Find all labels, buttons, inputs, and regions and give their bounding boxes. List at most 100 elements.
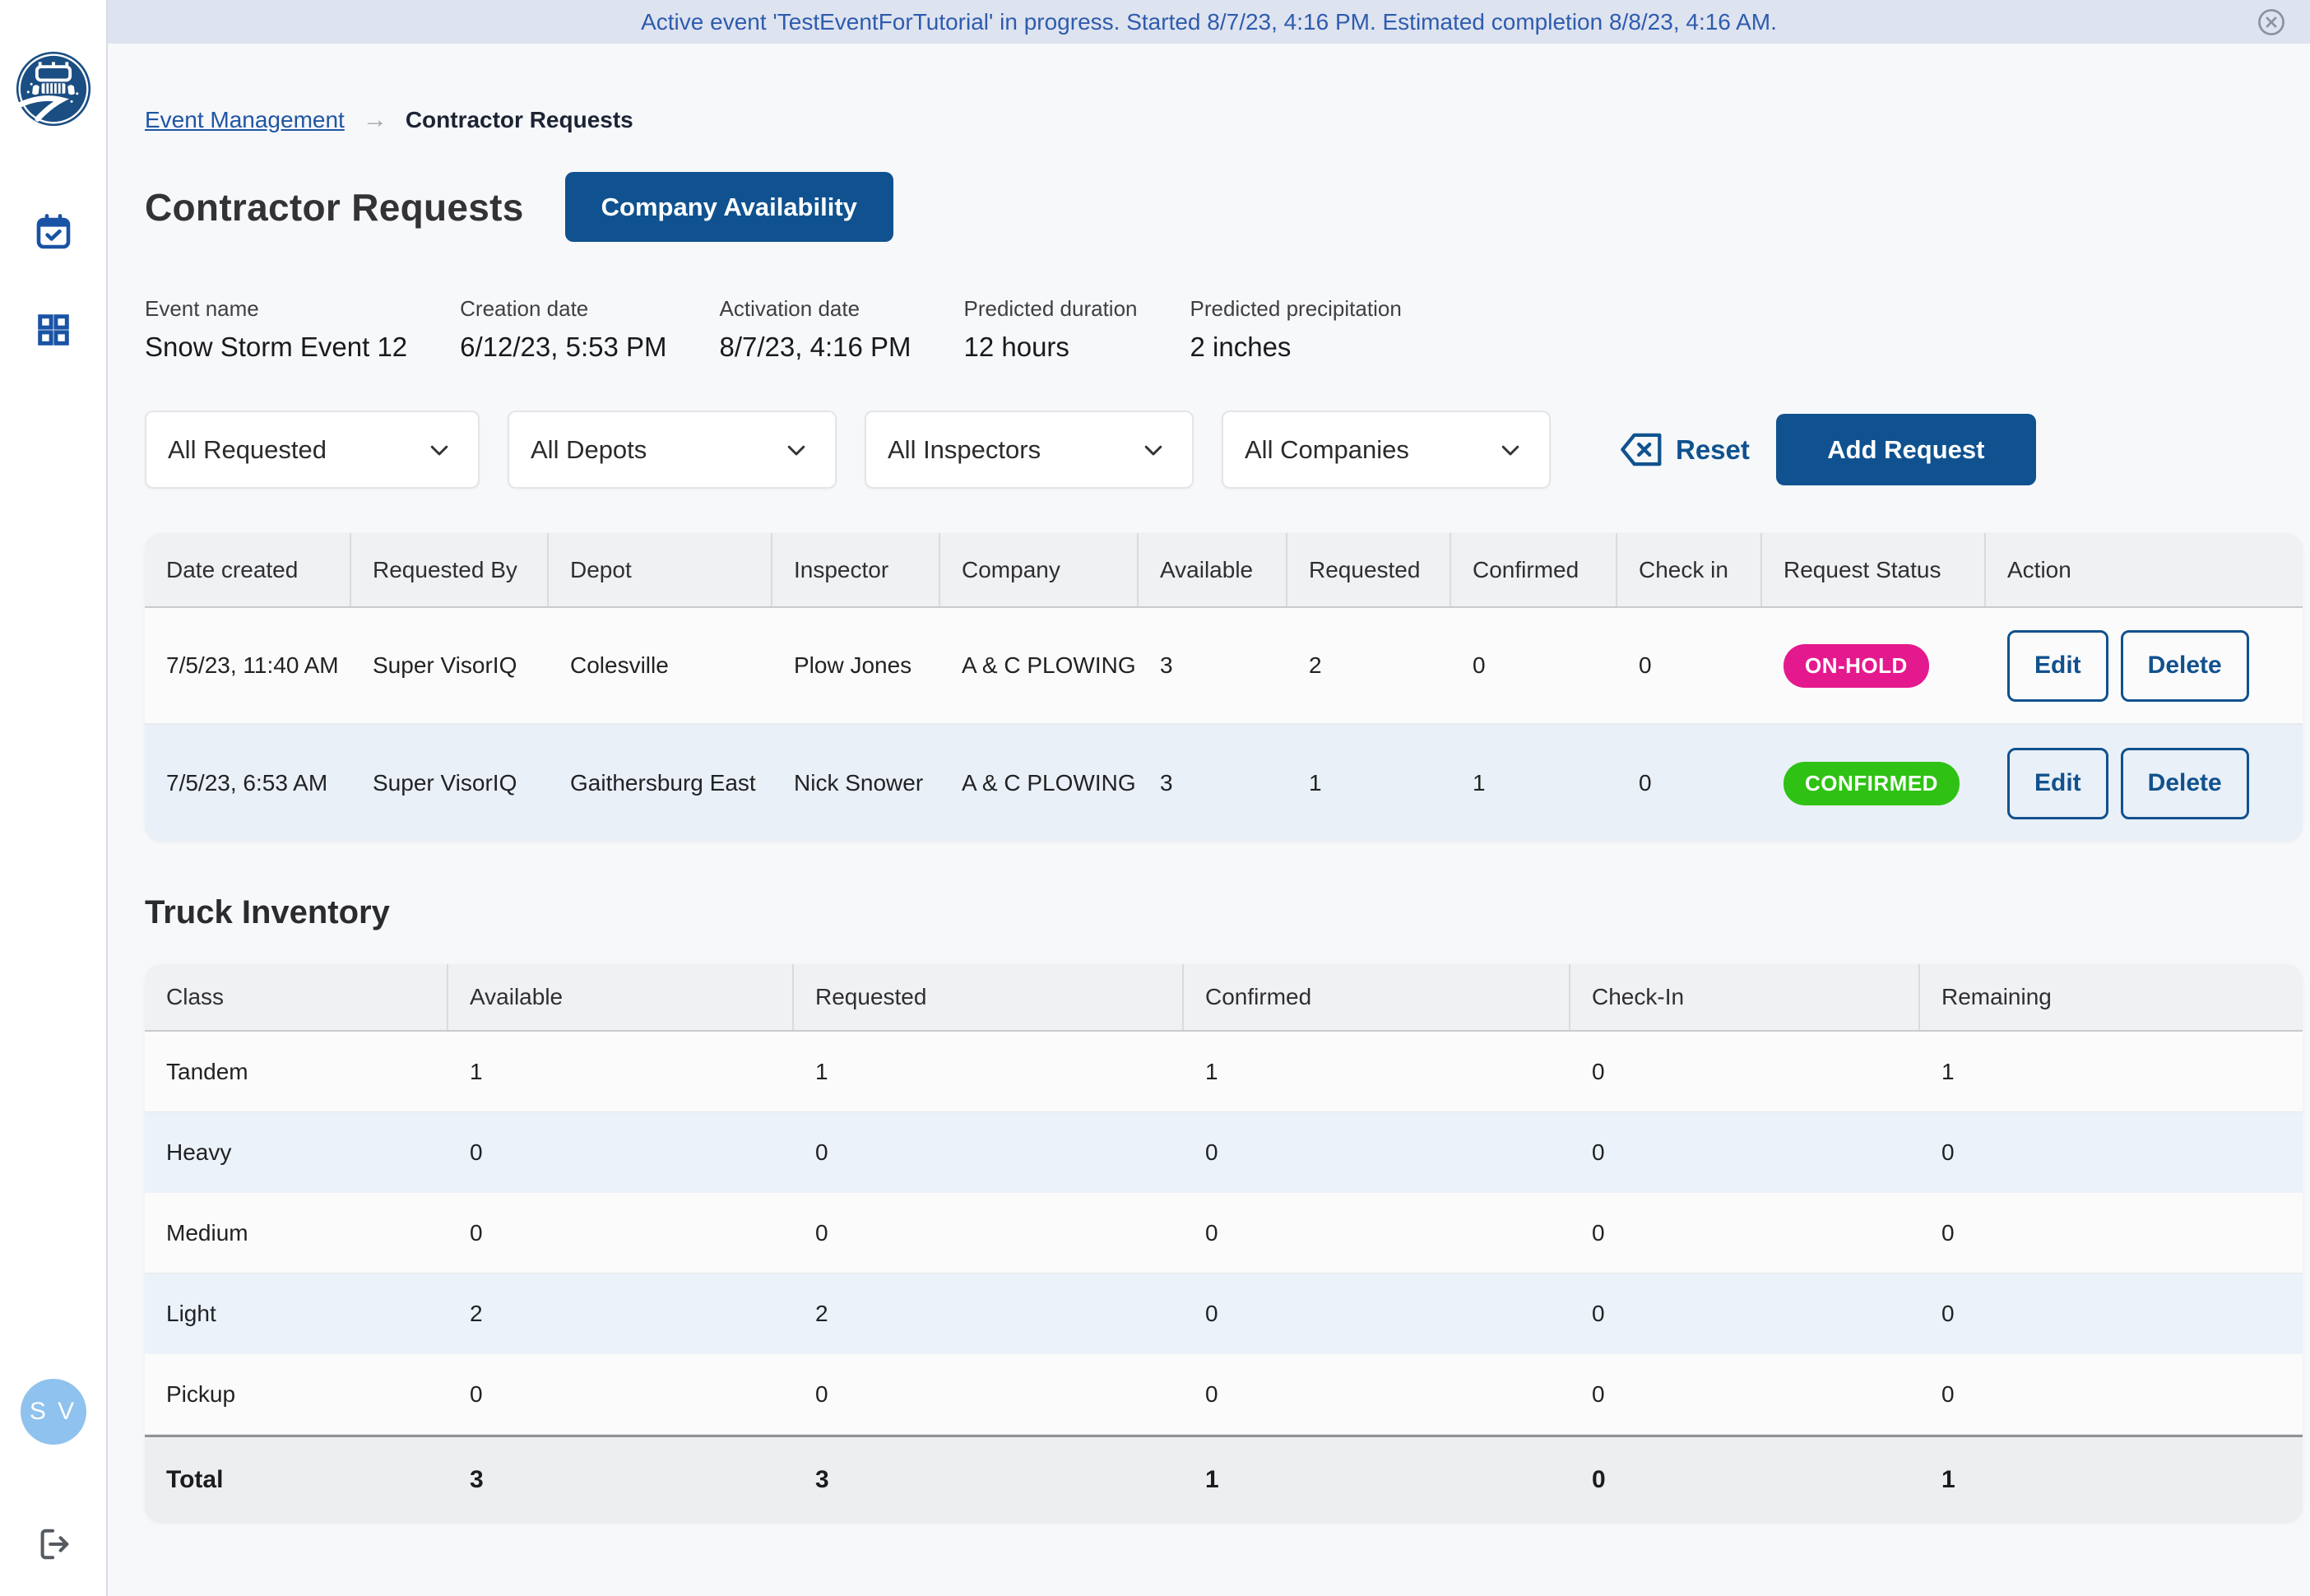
cell-request-status: ON-HOLD <box>1762 608 1986 723</box>
column-header-available: Available <box>448 964 794 1030</box>
chevron-down-icon <box>1498 438 1523 462</box>
page-title: Contractor Requests <box>145 185 524 230</box>
breadcrumb-link-event-management[interactable]: Event Management <box>145 107 345 133</box>
app-logo[interactable] <box>14 49 93 128</box>
cell-date-created: 7/5/23, 6:53 AM <box>145 725 351 842</box>
event-detail-activation-date: Activation date 8/7/23, 4:16 PM <box>720 296 911 363</box>
filter-dropdown-all-companies[interactable]: All Companies <box>1222 411 1551 489</box>
edit-button[interactable]: Edit <box>2007 748 2108 819</box>
sidebar-item-dashboard[interactable] <box>34 311 73 350</box>
cell-available: 1 <box>448 1032 794 1111</box>
chevron-down-icon <box>1498 438 1523 462</box>
cell-remaining: 0 <box>1920 1354 2303 1434</box>
cell-class: Light <box>145 1274 448 1354</box>
event-detail-label: Predicted duration <box>963 296 1137 322</box>
cell-depot: Colesville <box>549 608 772 723</box>
cell-available: 0 <box>448 1354 794 1434</box>
reset-button[interactable]: Reset <box>1620 433 1750 466</box>
cell-total-remaining: 1 <box>1920 1437 2303 1523</box>
cell-check-in: 0 <box>1570 1193 1920 1273</box>
cell-requested-by: Super VisorIQ <box>351 725 549 842</box>
event-detail-predicted-duration: Predicted duration12 hours <box>963 296 1137 363</box>
column-header-requested: Requested <box>794 964 1184 1030</box>
table-row: 7/5/23, 6:53 AMSuper VisorIQGaithersburg… <box>145 725 2303 842</box>
banner-close-button[interactable] <box>2256 7 2287 38</box>
cell-total-available: 3 <box>448 1437 794 1523</box>
status-badge: CONFIRMED <box>1784 762 1960 805</box>
logout-icon <box>35 1525 72 1563</box>
column-header-remaining: Remaining <box>1920 964 2303 1030</box>
column-header-action: Action <box>1986 533 2303 606</box>
filter-dropdowns: All Requested All Depots All Inspectors All… <box>145 411 1579 489</box>
filter-dropdown-all-inspectors[interactable]: All Inspectors <box>865 411 1194 489</box>
add-request-button[interactable]: Add Request <box>1776 414 2036 485</box>
cell-confirmed: 0 <box>1184 1112 1570 1193</box>
chevron-down-icon <box>784 438 809 462</box>
filter-dropdown-all-depots[interactable]: All Depots <box>508 411 837 489</box>
cell-check-in: 0 <box>1570 1112 1920 1193</box>
chevron-down-icon <box>784 438 809 462</box>
cell-requested: 1 <box>794 1032 1184 1111</box>
column-header-inspector: Inspector <box>772 533 940 606</box>
avatar-initials: S V <box>30 1398 77 1426</box>
logout-button[interactable] <box>35 1525 72 1563</box>
cell-company: A & C PLOWING <box>940 725 1139 842</box>
breadcrumb-arrow-icon: → <box>363 106 387 134</box>
cell-check-in: 0 <box>1617 608 1762 723</box>
cell-inspector: Plow Jones <box>772 608 940 723</box>
cell-class: Medium <box>145 1193 448 1273</box>
delete-button[interactable]: Delete <box>2121 748 2249 819</box>
cell-requested: 2 <box>794 1274 1184 1354</box>
cell-date-created: 7/5/23, 11:40 AM <box>145 608 351 723</box>
column-header-request-status: Request Status <box>1762 533 1986 606</box>
table-row: Pickup00000 <box>145 1354 2303 1435</box>
company-availability-button[interactable]: Company Availability <box>565 172 893 242</box>
page-content: Event Management → Contractor Requests C… <box>145 44 2303 1523</box>
event-detail-value: 8/7/23, 4:16 PM <box>720 332 911 363</box>
cell-company: A & C PLOWING <box>940 608 1139 723</box>
active-event-banner: Active event 'TestEventForTutorial' in p… <box>108 0 2310 44</box>
cell-class: Pickup <box>145 1354 448 1434</box>
requests-table-header: Date createdRequested ByDepotInspectorCo… <box>145 533 2303 608</box>
cell-action: EditDelete <box>1986 725 2303 842</box>
delete-button[interactable]: Delete <box>2121 630 2249 702</box>
event-detail-creation-date: Creation date6/12/23, 5:53 PM <box>460 296 666 363</box>
avatar[interactable]: S V <box>21 1379 86 1445</box>
event-detail-predicted-precipitation: Predicted precipitation2 inches <box>1190 296 1402 363</box>
cell-check-in: 0 <box>1570 1354 1920 1434</box>
event-detail-value: 6/12/23, 5:53 PM <box>460 332 666 363</box>
contractor-requests-table: Date createdRequested ByDepotInspectorCo… <box>145 533 2303 842</box>
filter-row: All Requested All Depots All Inspectors All… <box>145 411 2303 489</box>
column-header-company: Company <box>940 533 1139 606</box>
event-detail-value: Snow Storm Event 12 <box>145 332 407 363</box>
cell-inspector: Nick Snower <box>772 725 940 842</box>
event-detail-event-name: Event name Snow Storm Event 12 <box>145 296 407 363</box>
inventory-table-header: ClassAvailableRequestedConfirmedCheck-In… <box>145 964 2303 1032</box>
app-root: S V Active event 'TestEventForTutorial' … <box>0 0 2310 1596</box>
filter-dropdown-all-requested[interactable]: All Requested <box>145 411 480 489</box>
status-badge: ON-HOLD <box>1784 644 1929 688</box>
truck-inventory-table: ClassAvailableRequestedConfirmedCheck-In… <box>145 964 2303 1523</box>
cell-check-in: 0 <box>1570 1032 1920 1111</box>
cell-available: 0 <box>448 1193 794 1273</box>
column-header-depot: Depot <box>549 533 772 606</box>
dropdown-selected-value: All Companies <box>1245 435 1409 465</box>
event-details: Event name Snow Storm Event 12 Creation da… <box>145 296 2303 363</box>
event-detail-label: Activation date <box>720 296 911 322</box>
cell-request-status: CONFIRMED <box>1762 725 1986 842</box>
cell-requested: 2 <box>1287 608 1451 723</box>
reset-label: Reset <box>1676 434 1750 466</box>
calendar-check-icon <box>34 212 73 252</box>
dropdown-selected-value: All Inspectors <box>888 435 1041 465</box>
cell-total-class: Total <box>145 1437 448 1523</box>
cell-action: EditDelete <box>1986 608 2303 723</box>
event-detail-label: Predicted precipitation <box>1190 296 1402 322</box>
sidebar-item-events[interactable] <box>34 212 73 252</box>
edit-button[interactable]: Edit <box>2007 630 2108 702</box>
close-icon <box>2256 7 2287 38</box>
cell-requested-by: Super VisorIQ <box>351 608 549 723</box>
cell-remaining: 1 <box>1920 1032 2303 1111</box>
cell-confirmed: 0 <box>1184 1274 1570 1354</box>
table-row: Tandem11101 <box>145 1032 2303 1112</box>
event-detail-label: Event name <box>145 296 407 322</box>
